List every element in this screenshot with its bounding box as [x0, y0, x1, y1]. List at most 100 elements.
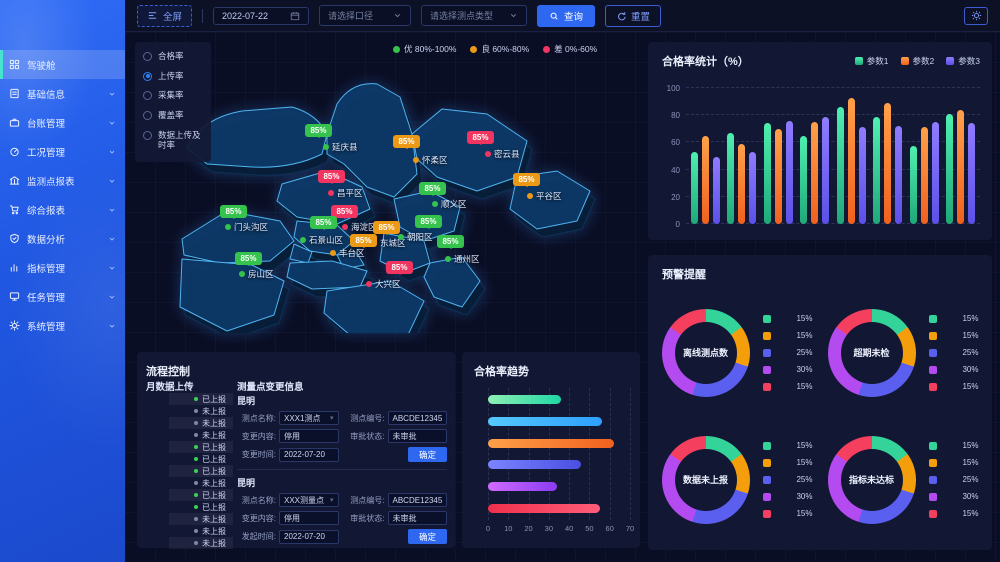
sidebar-item[interactable]: 数据分析 [0, 224, 125, 253]
metric-radio-option[interactable]: 合格率 [143, 51, 203, 62]
bar[interactable] [749, 151, 757, 224]
bar[interactable] [774, 128, 782, 224]
district-value-badge[interactable]: 85% [419, 182, 446, 196]
monthly-upload-row[interactable]: 已上报 [169, 465, 233, 477]
bar[interactable] [909, 146, 917, 224]
settings-button[interactable] [964, 6, 988, 25]
trend-bar[interactable] [488, 416, 602, 426]
district-value-badge[interactable]: 85% [235, 252, 262, 266]
point-type-select[interactable]: 请选择测点类型 [421, 5, 528, 26]
district-value-badge[interactable]: 85% [220, 205, 247, 219]
metric-radio-option[interactable]: 上传率 [143, 71, 203, 82]
bar[interactable] [763, 123, 771, 224]
monthly-upload-row[interactable]: 已上报 [169, 489, 233, 501]
monthly-upload-row[interactable]: 已上报 [169, 501, 233, 513]
monthly-upload-row[interactable]: 未上报 [169, 405, 233, 417]
sidebar-item[interactable]: 任务管理 [0, 282, 125, 311]
point-name-input[interactable]: XXX1测点 ▾ [279, 411, 339, 425]
district-value-badge[interactable]: 85% [415, 215, 442, 229]
monthly-upload-row[interactable]: 未上报 [169, 537, 233, 549]
donut-chart[interactable]: 离线测点数 [661, 308, 750, 397]
sidebar-item[interactable]: 指标管理 [0, 253, 125, 282]
point-name-input[interactable]: XXX测量点 ▾ [279, 493, 339, 507]
metric-radio-option[interactable]: 采集率 [143, 90, 203, 101]
district-value-badge[interactable]: 85% [350, 234, 377, 248]
bar[interactable] [847, 97, 855, 224]
date-picker[interactable]: 2022-07-22 [213, 6, 310, 25]
monthly-upload-row[interactable]: 未上报 [169, 477, 233, 489]
district-value-badge[interactable]: 85% [331, 205, 358, 219]
monthly-upload-row[interactable]: 未上报 [169, 429, 233, 441]
sidebar-item[interactable]: 驾驶舱 [0, 50, 125, 79]
monthly-upload-row[interactable]: 未上报 [169, 525, 233, 537]
trend-bar[interactable] [488, 395, 562, 404]
change-time-input[interactable]: 2022-07-20 [279, 529, 339, 544]
bar[interactable] [873, 116, 881, 224]
change-content-input[interactable]: 停用 [279, 429, 339, 443]
bar[interactable] [822, 116, 830, 224]
bar[interactable] [836, 107, 844, 224]
sidebar-item[interactable]: 台账管理 [0, 108, 125, 137]
monthly-upload-row[interactable]: 未上报 [169, 417, 233, 429]
bar[interactable] [884, 102, 892, 224]
bar[interactable] [800, 135, 808, 224]
monthly-upload-row[interactable]: 已上报 [169, 453, 233, 465]
sidebar-item[interactable]: 系统管理 [0, 311, 125, 340]
series-legend-item[interactable]: 参数1 [854, 55, 889, 67]
monthly-upload-row[interactable]: 未上报 [169, 513, 233, 525]
point-code-input[interactable]: ABCDE12345 [387, 411, 447, 425]
trend-bar[interactable] [488, 438, 614, 448]
trend-bar[interactable] [488, 503, 600, 513]
search-button[interactable]: 查询 [537, 4, 596, 27]
bar[interactable] [811, 122, 819, 224]
approval-status-input[interactable]: 未审批 [387, 429, 447, 443]
series-legend-item[interactable]: 参数3 [946, 55, 980, 67]
trend-bar[interactable] [488, 482, 557, 492]
metric-radio-option[interactable]: 数据上传及时率 [143, 130, 203, 151]
bar[interactable] [727, 132, 735, 224]
bar[interactable] [920, 127, 928, 224]
sidebar-item[interactable]: 工况管理 [0, 137, 125, 166]
bar[interactable] [945, 113, 953, 224]
district-value-badge[interactable]: 85% [393, 135, 420, 149]
trend-bar[interactable] [488, 460, 582, 470]
district-value-badge[interactable]: 85% [373, 221, 400, 235]
bar[interactable] [738, 143, 746, 224]
district-value-badge[interactable]: 85% [305, 124, 332, 138]
sidebar-item[interactable]: 综合报表 [0, 195, 125, 224]
reset-button[interactable]: 重置 [605, 4, 662, 27]
series-name: 参数2 [912, 56, 935, 66]
district-value-badge[interactable]: 85% [467, 131, 494, 145]
metric-radio-option[interactable]: 覆盖率 [143, 110, 203, 121]
donut-chart[interactable]: 数据未上报 [661, 435, 750, 524]
bar[interactable] [895, 126, 903, 224]
district-value-badge[interactable]: 85% [318, 170, 345, 184]
district-value-badge[interactable]: 85% [310, 216, 337, 230]
series-legend-item[interactable]: 参数2 [900, 55, 935, 67]
bar[interactable] [967, 123, 975, 224]
district-value-badge[interactable]: 85% [386, 261, 413, 275]
bar[interactable] [702, 135, 709, 224]
confirm-button[interactable]: 确定 [407, 447, 447, 462]
bar[interactable] [931, 122, 939, 224]
point-code-input[interactable]: ABCDE12345 [387, 493, 447, 507]
sidebar-item[interactable]: 基础信息 [0, 79, 125, 108]
sidebar-item[interactable]: 监测点报表 [0, 166, 125, 195]
donut-chart[interactable]: 指标未达标 [827, 435, 916, 524]
district-value-badge[interactable]: 85% [437, 235, 464, 249]
bar[interactable] [713, 157, 720, 224]
approval-status-input[interactable]: 未审批 [387, 511, 447, 525]
monthly-upload-row[interactable]: 已上报 [169, 393, 233, 405]
bar[interactable] [691, 151, 698, 224]
donut-chart[interactable]: 超期未检 [827, 308, 916, 397]
fullscreen-button[interactable]: 全屏 [137, 4, 193, 27]
confirm-button[interactable]: 确定 [407, 529, 447, 544]
bar[interactable] [956, 109, 964, 224]
monthly-upload-row[interactable]: 已上报 [169, 441, 233, 453]
bar[interactable] [858, 127, 866, 224]
change-time-input[interactable]: 2022-07-20 [279, 447, 339, 462]
change-content-input[interactable]: 停用 [279, 511, 339, 525]
bar[interactable] [785, 120, 793, 224]
caliber-select[interactable]: 请选择口径 [319, 5, 412, 26]
district-value-badge[interactable]: 85% [513, 173, 540, 187]
